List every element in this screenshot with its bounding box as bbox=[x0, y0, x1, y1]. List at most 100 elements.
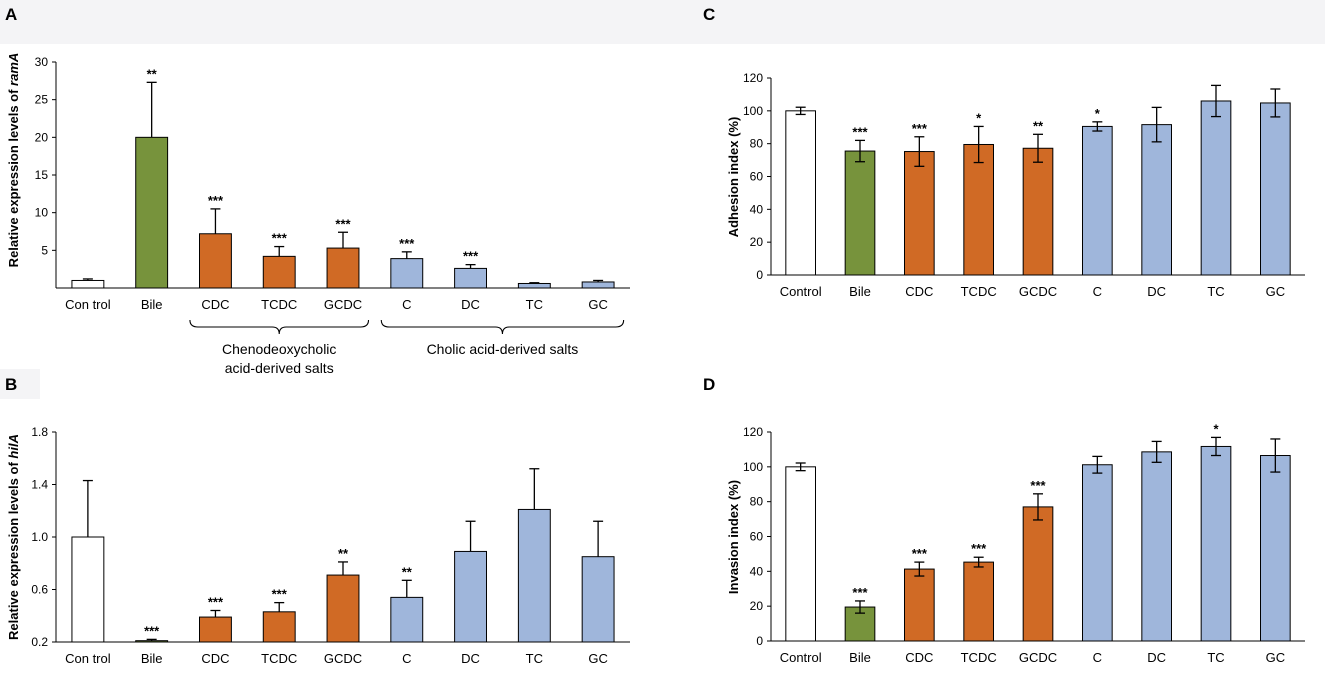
x-tick-label: TC bbox=[1207, 650, 1224, 665]
y-axis-label: Invasion index (%) bbox=[726, 480, 741, 594]
x-tick-label: TC bbox=[526, 297, 543, 312]
y-tick-label: 80 bbox=[750, 495, 764, 509]
significance-marker: ** bbox=[147, 66, 158, 81]
bar-tcdc bbox=[963, 561, 994, 642]
x-tick-label: Con trol bbox=[65, 297, 111, 312]
significance-marker: *** bbox=[852, 585, 868, 600]
bar-bile bbox=[135, 640, 169, 643]
y-tick-label: 0 bbox=[756, 634, 763, 648]
group-label: Chenodeoxycholic bbox=[222, 341, 336, 357]
chart-panel-a: 5 10 15 20 25 30 Relative expression levels of… bbox=[6, 53, 630, 376]
x-tick-label: Bile bbox=[849, 284, 871, 299]
x-tick-label: Bile bbox=[141, 297, 163, 312]
y-tick-label: 60 bbox=[750, 170, 764, 184]
significance-marker: *** bbox=[272, 231, 288, 246]
x-tick-label: TCDC bbox=[261, 651, 297, 666]
y-axis-label: Relative expression levels of hilA bbox=[6, 434, 21, 640]
bar-dc bbox=[1141, 451, 1173, 642]
y-tick-label: 120 bbox=[743, 425, 763, 439]
x-tick-label: DC bbox=[461, 651, 480, 666]
x-tick-label: TCDC bbox=[961, 650, 997, 665]
x-tick-label: GC bbox=[588, 297, 608, 312]
y-tick-label: 20 bbox=[750, 235, 764, 249]
x-tick-label: DC bbox=[461, 297, 480, 312]
y-tick-label: 10 bbox=[35, 206, 49, 220]
x-tick-label: DC bbox=[1147, 650, 1166, 665]
y-tick-label: 0.6 bbox=[31, 583, 48, 597]
y-tick-label: 40 bbox=[750, 202, 764, 216]
panel-label-d: D bbox=[703, 375, 716, 394]
y-tick-label: 1.8 bbox=[31, 425, 48, 439]
bar-gc bbox=[1260, 102, 1291, 276]
significance-marker: ** bbox=[1033, 118, 1044, 133]
significance-marker: *** bbox=[208, 595, 224, 610]
significance-marker: *** bbox=[399, 236, 415, 251]
bar-c bbox=[390, 258, 424, 289]
top-band bbox=[0, 0, 1325, 44]
group-label: Cholic acid-derived salts bbox=[427, 341, 579, 357]
significance-marker: *** bbox=[144, 623, 160, 638]
x-tick-label: C bbox=[402, 651, 411, 666]
x-tick-label: Bile bbox=[849, 650, 871, 665]
significance-marker: *** bbox=[912, 121, 928, 136]
x-tick-label: GCDC bbox=[1019, 650, 1057, 665]
bar-c bbox=[390, 596, 424, 643]
bar-c bbox=[1082, 464, 1113, 642]
x-tick-label: GCDC bbox=[1019, 284, 1057, 299]
significance-marker: *** bbox=[971, 541, 987, 556]
x-tick-label: GCDC bbox=[324, 297, 362, 312]
bar-cdc bbox=[199, 616, 232, 643]
x-tick-label: GC bbox=[588, 651, 608, 666]
bar-cdc bbox=[199, 233, 232, 289]
bar-tc bbox=[517, 282, 551, 289]
y-tick-label: 30 bbox=[35, 55, 49, 69]
bar-gcdc bbox=[326, 247, 360, 289]
bar-tcdc bbox=[262, 611, 296, 643]
x-tick-label: TC bbox=[1207, 284, 1224, 299]
panel-label-b: B bbox=[5, 375, 18, 394]
significance-marker: * bbox=[1213, 421, 1219, 436]
x-tick-label: TCDC bbox=[261, 297, 297, 312]
significance-marker: *** bbox=[272, 587, 288, 602]
x-tick-label: TC bbox=[526, 651, 543, 666]
x-tick-label: GCDC bbox=[324, 651, 362, 666]
y-tick-label: 1.0 bbox=[31, 530, 48, 544]
y-tick-label: 100 bbox=[743, 460, 763, 474]
x-tick-label: CDC bbox=[905, 650, 933, 665]
significance-marker: ** bbox=[402, 564, 413, 579]
x-tick-label: CDC bbox=[201, 297, 229, 312]
x-tick-label: C bbox=[402, 297, 411, 312]
y-tick-label: 120 bbox=[743, 71, 763, 85]
x-tick-label: Bile bbox=[141, 651, 163, 666]
chart-panel-b: 0.2 0.6 1.0 1.4 1.8 Relative expression level… bbox=[6, 425, 630, 666]
chart-panel-c: 0 20 40 60 80 100 120 Adhesion index (%) Control… bbox=[726, 71, 1305, 299]
bar-cdc bbox=[904, 151, 935, 276]
bar-tc bbox=[1200, 445, 1232, 642]
y-tick-label: 40 bbox=[750, 564, 764, 578]
y-axis-label: Relative expression levels of ramA bbox=[6, 53, 21, 268]
y-tick-label: 60 bbox=[750, 530, 764, 544]
y-tick-label: 80 bbox=[750, 137, 764, 151]
x-tick-label: GC bbox=[1266, 650, 1286, 665]
y-tick-label: 5 bbox=[41, 243, 48, 257]
bar-dc bbox=[1141, 124, 1173, 276]
panel-label-a: A bbox=[5, 5, 18, 24]
x-tick-label: Con trol bbox=[65, 651, 111, 666]
y-tick-label: 1.4 bbox=[31, 478, 48, 492]
bar-control bbox=[785, 110, 816, 276]
significance-marker: ** bbox=[338, 546, 349, 561]
y-tick-label: 25 bbox=[35, 93, 49, 107]
bar-control bbox=[71, 279, 105, 289]
bar-tc bbox=[1200, 100, 1232, 276]
y-tick-label: 20 bbox=[35, 130, 49, 144]
chart-panel-d: 0 20 40 60 80 100 120 Invasion index (%) Control… bbox=[726, 421, 1305, 665]
significance-marker: *** bbox=[1030, 478, 1046, 493]
y-tick-label: 15 bbox=[35, 168, 49, 182]
significance-marker: *** bbox=[208, 193, 224, 208]
bar-gc bbox=[581, 281, 615, 289]
bar-c bbox=[1082, 125, 1113, 276]
bar-control bbox=[71, 536, 105, 643]
bar-gc bbox=[581, 556, 615, 643]
significance-marker: *** bbox=[852, 124, 868, 139]
